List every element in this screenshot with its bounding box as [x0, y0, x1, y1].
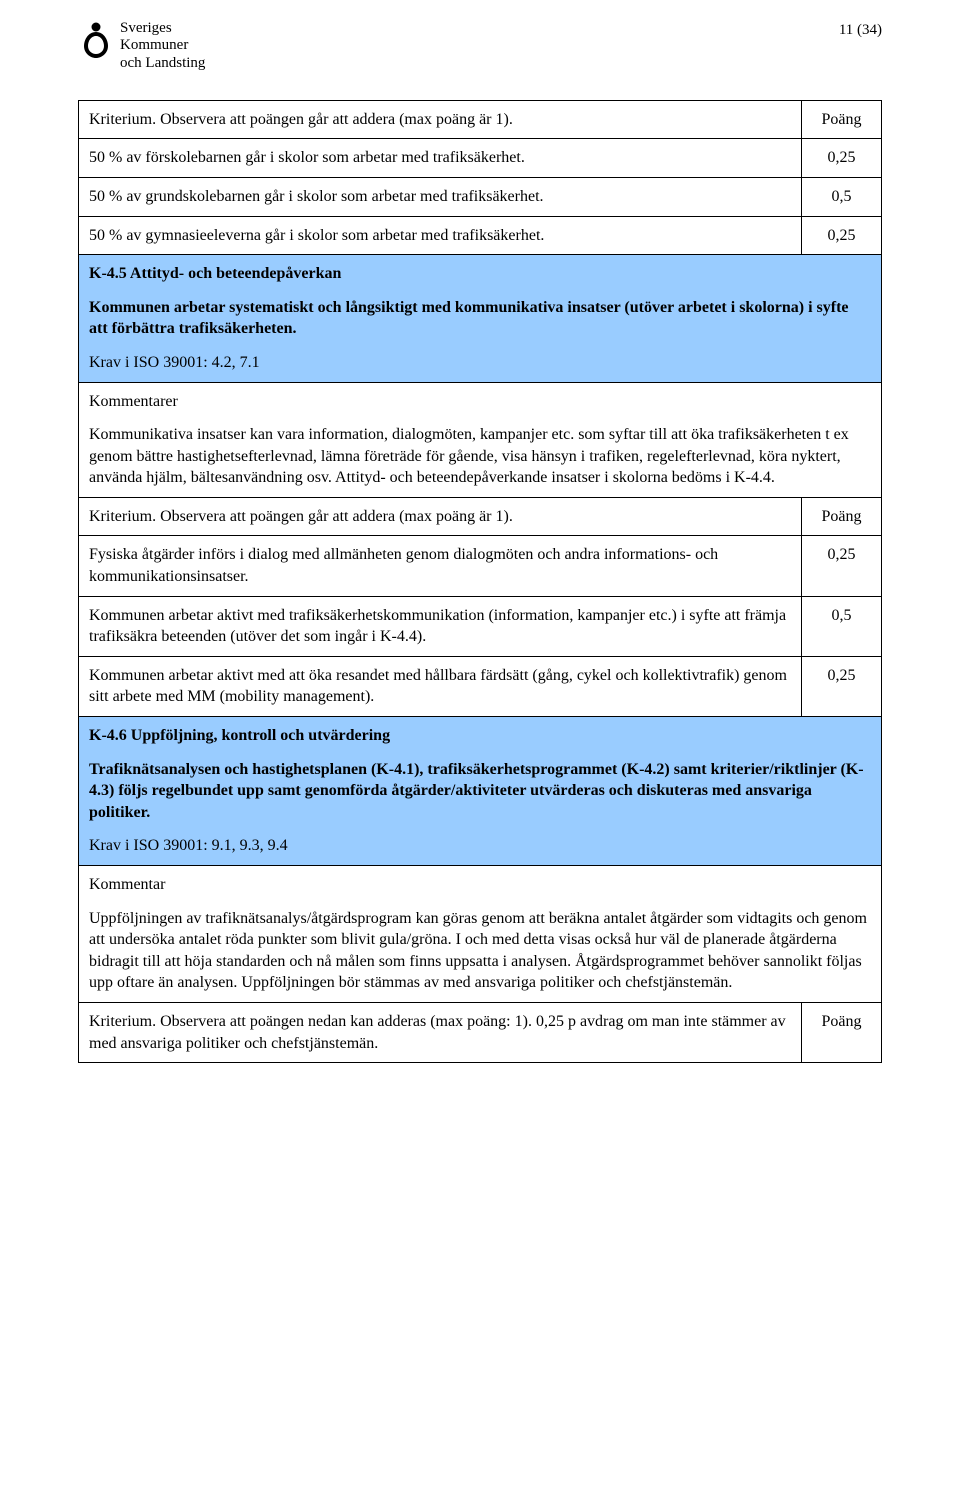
comments-label: Kommentarer: [89, 391, 871, 413]
table-row: Kommunen arbetar aktivt med trafiksäkerh…: [79, 596, 882, 656]
criterion-text: Fysiska åtgärder införs i dialog med all…: [79, 536, 802, 596]
criterion-header: Kriterium. Observera att poängen nedan k…: [79, 1002, 802, 1062]
page-header: Sveriges Kommuner och Landsting 11 (34): [78, 20, 882, 72]
section-row: K-4.5 Attityd- och beteendepåverkan Komm…: [79, 255, 882, 382]
points-header: Poäng: [802, 100, 882, 139]
table-row: 50 % av förskolebarnen går i skolor som …: [79, 139, 882, 178]
points-value: 0,5: [802, 596, 882, 656]
table-row: Kriterium. Observera att poängen går att…: [79, 100, 882, 139]
table-row: Kriterium. Observera att poängen nedan k…: [79, 1002, 882, 1062]
criterion-text: Kommunen arbetar aktivt med att öka resa…: [79, 656, 802, 716]
points-header: Poäng: [802, 497, 882, 536]
org-line-1: Sveriges: [120, 20, 205, 37]
points-value: 0,25: [802, 139, 882, 178]
points-value: 0,25: [802, 216, 882, 255]
points-header: Poäng: [802, 1002, 882, 1062]
comments-block: Kommentarer Kommunikativa insatser kan v…: [79, 382, 882, 497]
points-value: 0,25: [802, 656, 882, 716]
criterion-text: 50 % av gymnasieeleverna går i skolor so…: [79, 216, 802, 255]
section-iso: Krav i ISO 39001: 4.2, 7.1: [89, 352, 871, 374]
org-line-3: och Landsting: [120, 55, 205, 72]
section-row: K-4.6 Uppföljning, kontroll och utvärder…: [79, 717, 882, 866]
comment-label: Kommentar: [89, 874, 871, 896]
criterion-header: Kriterium. Observera att poängen går att…: [79, 497, 802, 536]
points-value: 0,25: [802, 536, 882, 596]
criterion-text: 50 % av förskolebarnen går i skolor som …: [79, 139, 802, 178]
comments-body: Kommunikativa insatser kan vara informat…: [89, 424, 871, 489]
table-row: 50 % av gymnasieeleverna går i skolor so…: [79, 216, 882, 255]
table-row: Kriterium. Observera att poängen går att…: [79, 497, 882, 536]
table-row: Fysiska åtgärder införs i dialog med all…: [79, 536, 882, 596]
document-table: Kriterium. Observera att poängen går att…: [78, 100, 882, 1063]
comment-row: Kommentar Uppföljningen av trafiknätsana…: [79, 866, 882, 1003]
comment-block: Kommentar Uppföljningen av trafiknätsana…: [79, 866, 882, 1003]
criterion-header: Kriterium. Observera att poängen går att…: [79, 100, 802, 139]
section-title: K-4.6 Uppföljning, kontroll och utvärder…: [89, 725, 871, 747]
table-row: 50 % av grundskolebarnen går i skolor so…: [79, 177, 882, 216]
logo-block: Sveriges Kommuner och Landsting: [78, 20, 205, 72]
table-row: Kommunen arbetar aktivt med att öka resa…: [79, 656, 882, 716]
points-value: 0,5: [802, 177, 882, 216]
logo-icon: [78, 20, 114, 67]
comment-body: Uppföljningen av trafiknätsanalys/åtgärd…: [89, 908, 871, 994]
section-iso: Krav i ISO 39001: 9.1, 9.3, 9.4: [89, 835, 871, 857]
org-line-2: Kommuner: [120, 37, 205, 54]
logo-text: Sveriges Kommuner och Landsting: [120, 20, 205, 72]
section-block: K-4.6 Uppföljning, kontroll och utvärder…: [79, 717, 882, 866]
criterion-text: Kommunen arbetar aktivt med trafiksäkerh…: [79, 596, 802, 656]
page-number: 11 (34): [839, 20, 882, 40]
criterion-text: 50 % av grundskolebarnen går i skolor so…: [79, 177, 802, 216]
comments-row: Kommentarer Kommunikativa insatser kan v…: [79, 382, 882, 497]
section-desc: Trafiknätsanalysen och hastighetsplanen …: [89, 759, 871, 824]
section-desc: Kommunen arbetar systematiskt och långsi…: [89, 297, 871, 340]
section-block: K-4.5 Attityd- och beteendepåverkan Komm…: [79, 255, 882, 382]
section-title: K-4.5 Attityd- och beteendepåverkan: [89, 263, 871, 285]
